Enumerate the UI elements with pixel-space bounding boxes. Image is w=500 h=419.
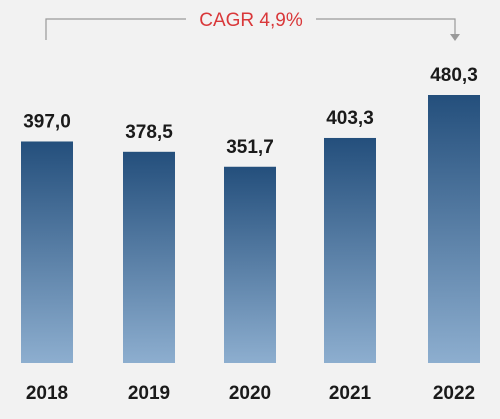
bar-2018 bbox=[21, 141, 73, 363]
category-label-2022: 2022 bbox=[433, 383, 475, 404]
cagr-annotation: CAGR 4,9% bbox=[45, 10, 460, 41]
category-labels-group: 2018 2019 2020 2021 2022 bbox=[26, 383, 475, 404]
category-label-2018: 2018 bbox=[26, 383, 68, 404]
cagr-bracket-right bbox=[316, 18, 456, 35]
category-label-2020: 2020 bbox=[229, 383, 271, 404]
cagr-label: CAGR 4,9% bbox=[199, 10, 303, 31]
value-label-2018: 397,0 bbox=[23, 111, 71, 132]
category-label-2019: 2019 bbox=[128, 383, 170, 404]
value-label-2020: 351,7 bbox=[226, 137, 274, 158]
bar-2022 bbox=[428, 95, 480, 363]
cagr-arrow-icon bbox=[450, 34, 460, 41]
bar-2021 bbox=[324, 137, 376, 363]
cagr-bracket-left bbox=[45, 18, 186, 40]
value-label-2019: 378,5 bbox=[125, 122, 173, 143]
bar-2019 bbox=[123, 151, 175, 363]
category-label-2021: 2021 bbox=[329, 383, 372, 404]
bar-2020 bbox=[224, 166, 276, 363]
value-label-2022: 480,3 bbox=[430, 65, 478, 86]
value-labels-group: 397,0 378,5 351,7 403,3 480,3 bbox=[23, 65, 478, 158]
bars-group bbox=[21, 95, 480, 363]
value-label-2021: 403,3 bbox=[326, 108, 374, 129]
